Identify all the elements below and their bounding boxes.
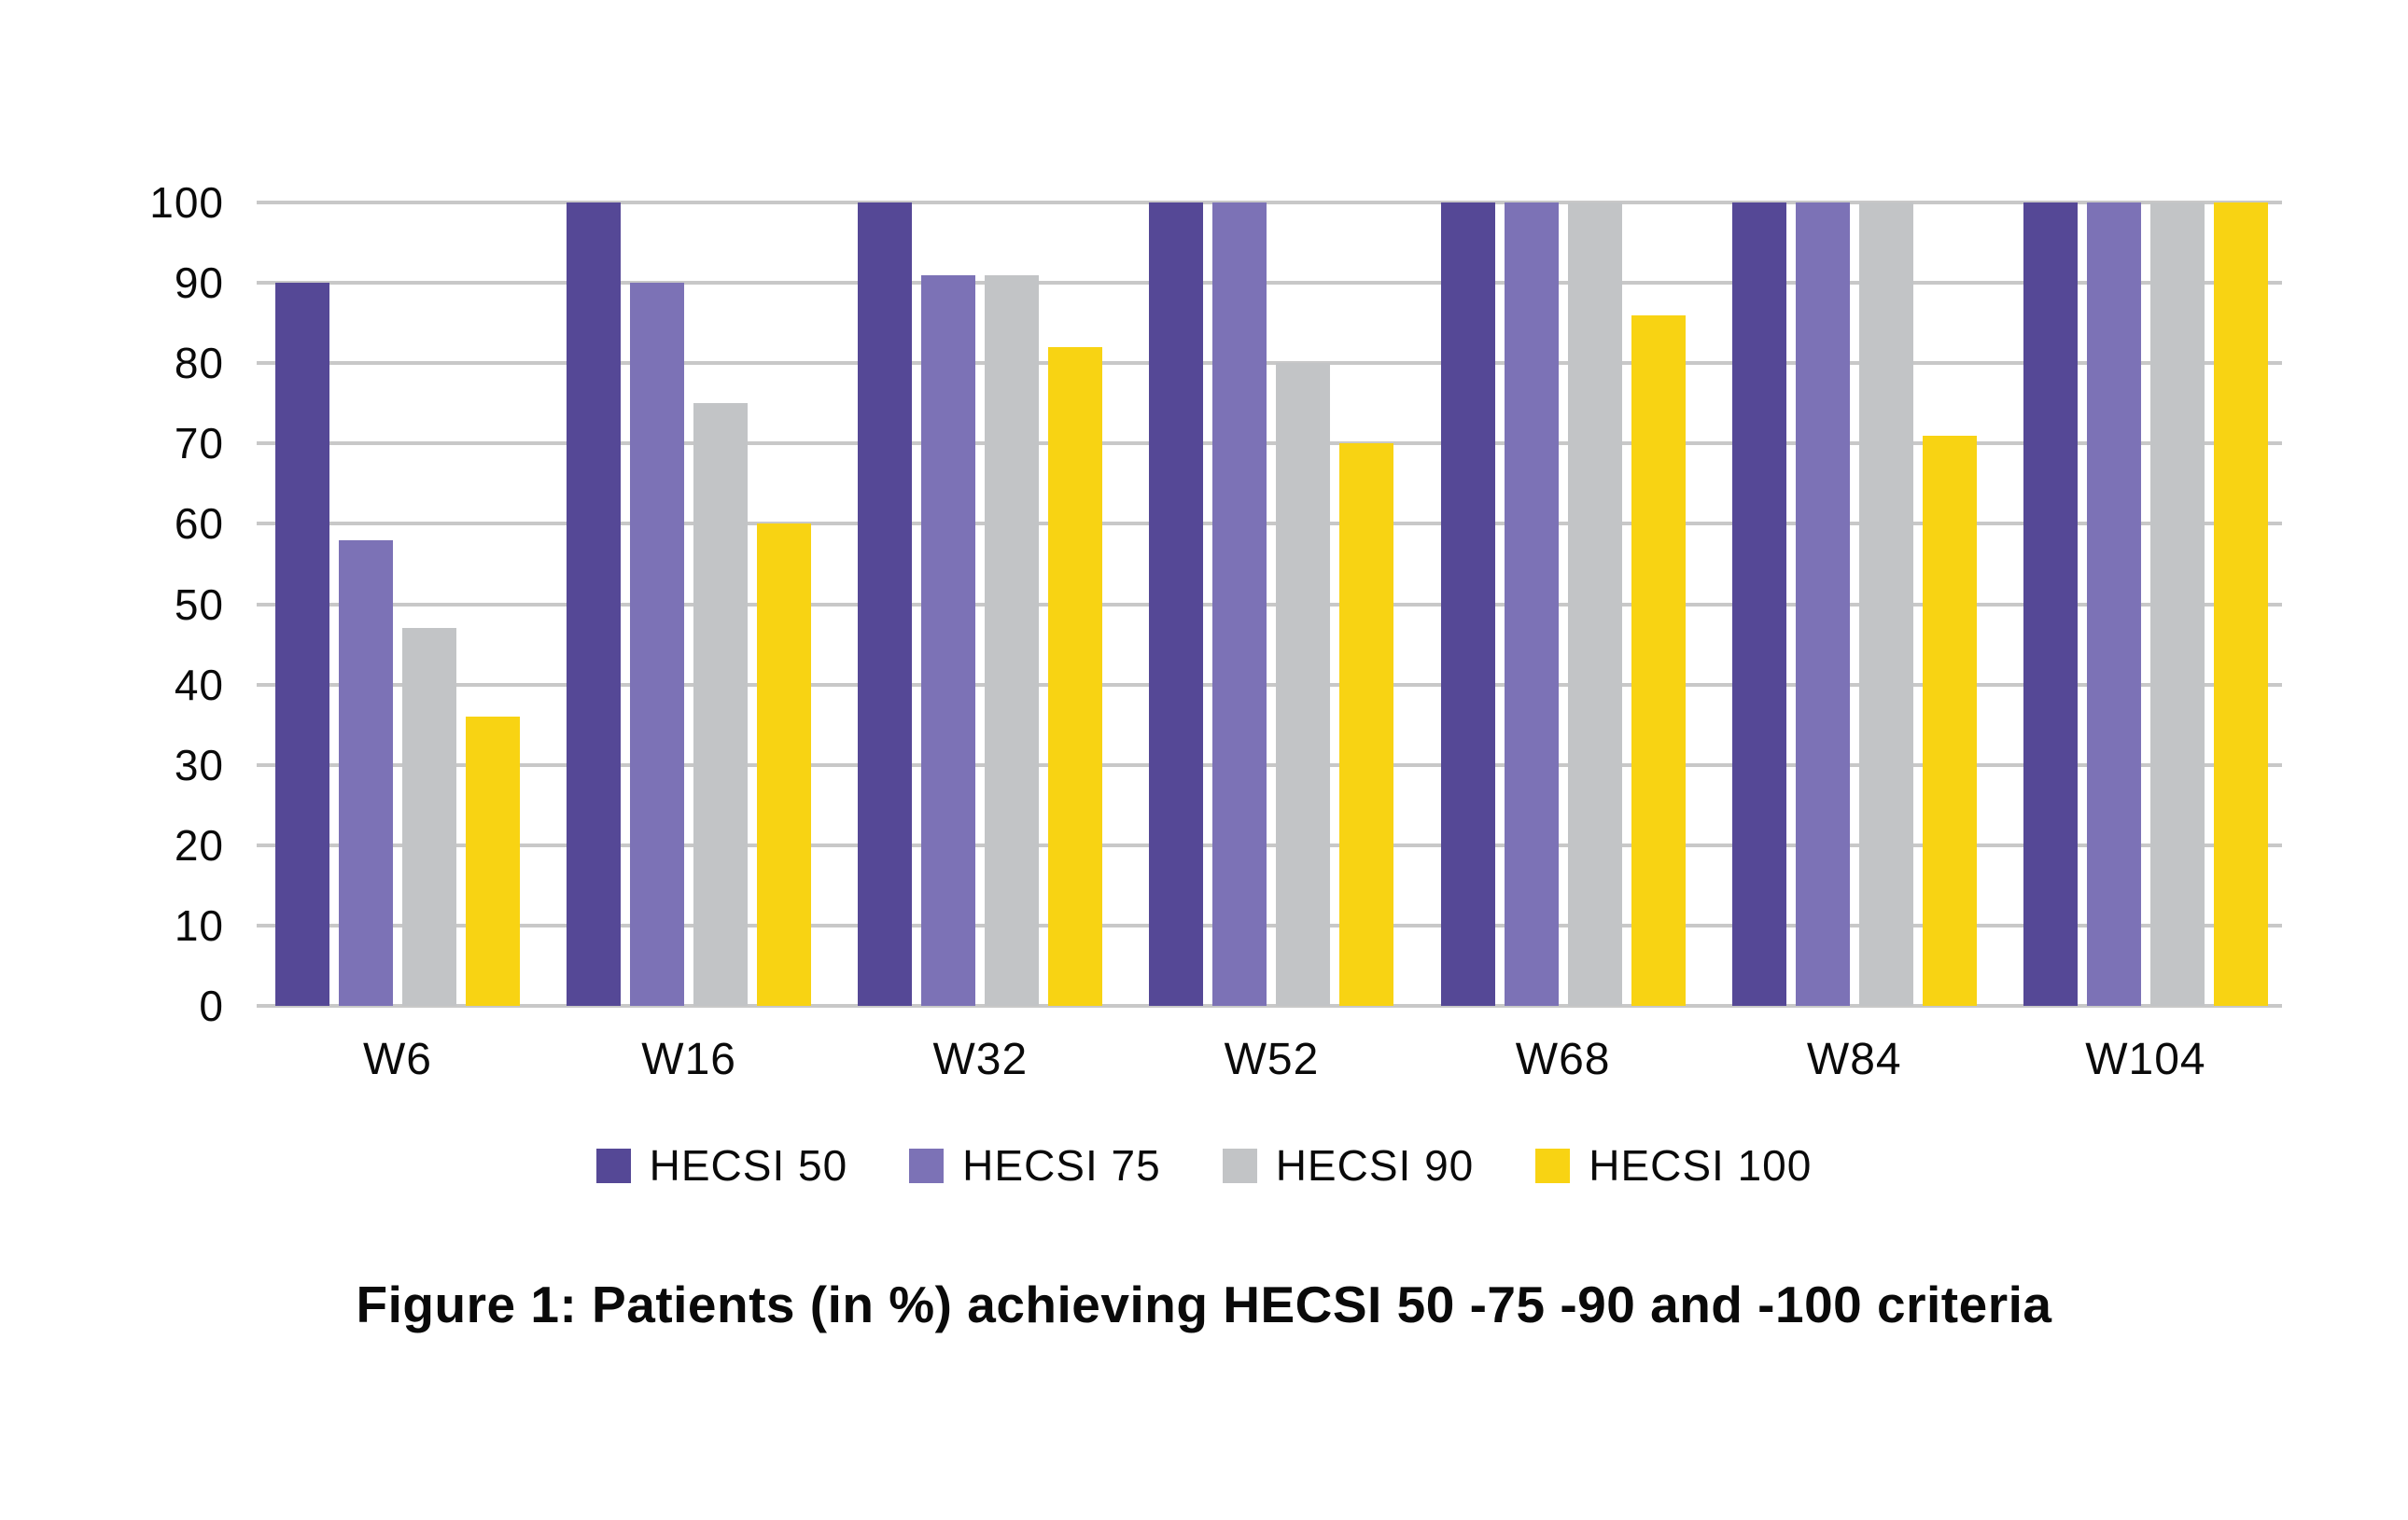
x-axis-tick-label: W84 [1806, 1035, 1902, 1084]
bar-hecsi-50-w84 [1731, 202, 1786, 1006]
gridline [257, 441, 2282, 446]
gridline [257, 522, 2282, 526]
bar-hecsi-90-w6 [402, 628, 456, 1006]
y-axis-tick-label: 0 [199, 982, 224, 1030]
gridline [257, 682, 2282, 687]
bar-hecsi-100-w104 [2213, 202, 2268, 1006]
bar-hecsi-75-w68 [1504, 202, 1559, 1006]
bar-hecsi-50-w68 [1440, 202, 1495, 1006]
bar-chart [275, 202, 2268, 1006]
legend-swatch-icon [595, 1148, 631, 1183]
legend-label: HECSI 75 [962, 1141, 1161, 1190]
bar-hecsi-75-w6 [339, 539, 393, 1006]
legend-label: HECSI 100 [1589, 1141, 1813, 1190]
y-axis-tick-label: 50 [174, 579, 224, 629]
y-axis-tick-label: 80 [174, 339, 224, 388]
gridline [257, 762, 2282, 767]
plot-area [257, 201, 2282, 1008]
legend-item-hecsi-90: HECSI 90 [1222, 1140, 1475, 1191]
gridline [257, 281, 2282, 286]
y-axis-tick-label: 70 [174, 419, 224, 468]
bar-hecsi-90-w16 [693, 403, 749, 1006]
y-axis-tick-label: 90 [174, 258, 224, 308]
y-axis-tick-label: 20 [174, 820, 224, 870]
legend-item-hecsi-100: HECSI 100 [1535, 1140, 1812, 1191]
bar-hecsi-75-w84 [1795, 202, 1850, 1006]
bar-group-w52 [1149, 202, 1394, 1006]
legend-swatch-icon [909, 1148, 945, 1183]
figure-caption: Figure 1: Patients (in %) achieving HECS… [356, 1276, 2052, 1333]
bar-group-w16 [567, 202, 812, 1006]
bar-group-w104 [2023, 202, 2268, 1006]
bar-hecsi-90-w68 [1567, 202, 1622, 1006]
legend: HECSI 50 HECSI 75 HECSI 90 HECSI 100 [0, 1140, 2408, 1191]
y-axis-tick-label: 10 [174, 900, 224, 950]
gridline [257, 923, 2282, 927]
bar-hecsi-100-w84 [1922, 435, 1977, 1006]
bar-hecsi-90-w104 [2149, 202, 2205, 1006]
x-axis-tick-label: W68 [1515, 1035, 1611, 1084]
bar-hecsi-100-w52 [1339, 443, 1394, 1006]
y-axis-tick-label: 100 [149, 178, 224, 227]
legend-swatch-icon [1222, 1148, 1257, 1183]
bar-hecsi-75-w52 [1212, 202, 1267, 1006]
bar-hecsi-75-w16 [630, 283, 685, 1006]
gridline [257, 602, 2282, 607]
x-axis: W6 W16 W32 W52 W68 W84 W104 [275, 1034, 2268, 1085]
bar-hecsi-50-w32 [858, 202, 913, 1006]
legend-swatch-icon [1535, 1148, 1571, 1183]
bar-group-w6 [275, 202, 520, 1006]
y-axis-tick-label: 30 [174, 740, 224, 789]
bar-hecsi-90-w84 [1858, 202, 1913, 1006]
bar-hecsi-100-w68 [1631, 314, 1686, 1006]
legend-item-hecsi-75: HECSI 75 [909, 1140, 1161, 1191]
gridline [257, 843, 2282, 847]
gridline [257, 201, 2282, 204]
gridline [257, 1004, 2282, 1008]
y-axis-tick-label: 40 [174, 660, 224, 709]
bar-group-w32 [858, 202, 1103, 1006]
x-axis-tick-label: W16 [641, 1035, 736, 1084]
bar-hecsi-90-w32 [985, 274, 1040, 1006]
bar-hecsi-50-w16 [567, 202, 622, 1006]
legend-item-hecsi-50: HECSI 50 [595, 1140, 848, 1191]
bar-group-w68 [1440, 202, 1686, 1006]
bar-hecsi-100-w32 [1048, 346, 1103, 1006]
bar-hecsi-100-w6 [466, 717, 520, 1006]
bar-hecsi-50-w52 [1149, 202, 1204, 1006]
legend-label: HECSI 50 [649, 1141, 848, 1190]
legend-label: HECSI 90 [1275, 1141, 1475, 1190]
gridline [257, 361, 2282, 366]
x-axis-tick-label: W32 [932, 1035, 1029, 1084]
bar-hecsi-50-w104 [2023, 202, 2078, 1006]
bar-hecsi-50-w6 [275, 283, 329, 1006]
bar-hecsi-90-w52 [1276, 363, 1331, 1006]
x-axis-tick-label: W104 [2085, 1035, 2206, 1084]
bar-hecsi-75-w104 [2086, 202, 2141, 1006]
x-axis-tick-label: W6 [363, 1035, 432, 1084]
bar-hecsi-75-w32 [921, 274, 976, 1006]
bar-group-w84 [1731, 202, 1977, 1006]
x-axis-tick-label: W52 [1224, 1035, 1320, 1084]
y-axis-tick-label: 60 [174, 499, 224, 549]
bar-hecsi-100-w16 [757, 523, 812, 1006]
